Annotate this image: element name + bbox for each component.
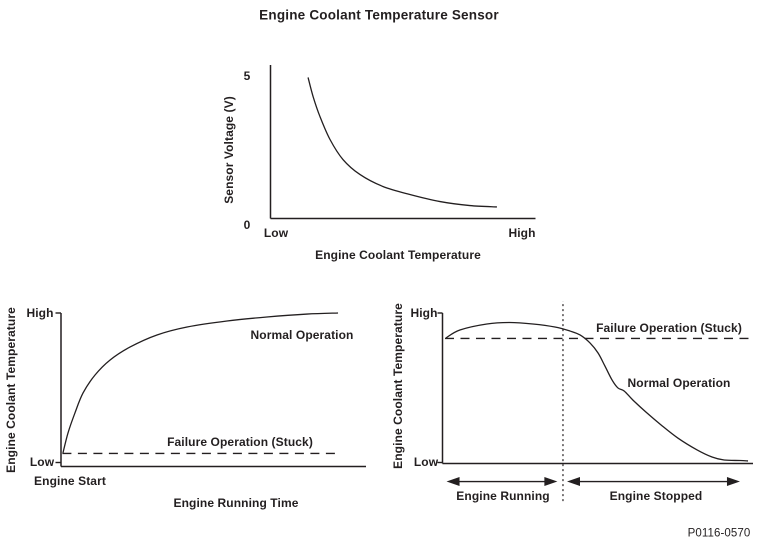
figure-title: Engine Coolant Temperature Sensor: [259, 7, 499, 23]
voltage-chart-x-axis-label: Engine Coolant Temperature: [315, 248, 481, 262]
cooldown-failure-operation-label: Failure Operation (Stuck): [596, 321, 742, 335]
voltage-chart-ytick-5: 5: [243, 69, 251, 83]
warmup-chart-x-axis-label: Engine Running Time: [173, 496, 299, 510]
warmup-failure-operation-label: Failure Operation (Stuck): [167, 435, 313, 449]
warmup-chart-y-axis-label: Engine Coolant Temperature: [4, 307, 18, 473]
cooldown-chart-ytick-high: High: [410, 306, 438, 320]
engine-start-label: Engine Start: [34, 474, 106, 488]
warmup-normal-operation-label: Normal Operation: [250, 328, 354, 342]
warmup-normal-vs-stuck-chart: [55, 312, 366, 468]
cooldown-normal-operation-label: Normal Operation: [627, 376, 731, 390]
voltage-chart-ytick-0: 0: [243, 218, 251, 232]
voltage-chart-y-axis-label: Sensor Voltage (V): [222, 96, 236, 204]
voltage-chart-xtick-low: Low: [263, 226, 289, 240]
sensor-voltage-vs-temperature-chart: [269, 65, 536, 220]
cooldown-chart-ytick-low: Low: [413, 455, 439, 469]
engine-stopped-range-label: Engine Stopped: [609, 489, 703, 503]
figure-code: P0116-0570: [687, 527, 751, 540]
warmup-chart-ytick-low: Low: [29, 455, 55, 469]
cooldown-chart-y-axis-label: Engine Coolant Temperature: [391, 303, 405, 469]
voltage-chart-xtick-high: High: [508, 226, 536, 240]
cooldown-running-stopped-chart: [437, 300, 753, 502]
engine-running-range-label: Engine Running: [456, 489, 550, 503]
warmup-chart-ytick-high: High: [26, 306, 54, 320]
